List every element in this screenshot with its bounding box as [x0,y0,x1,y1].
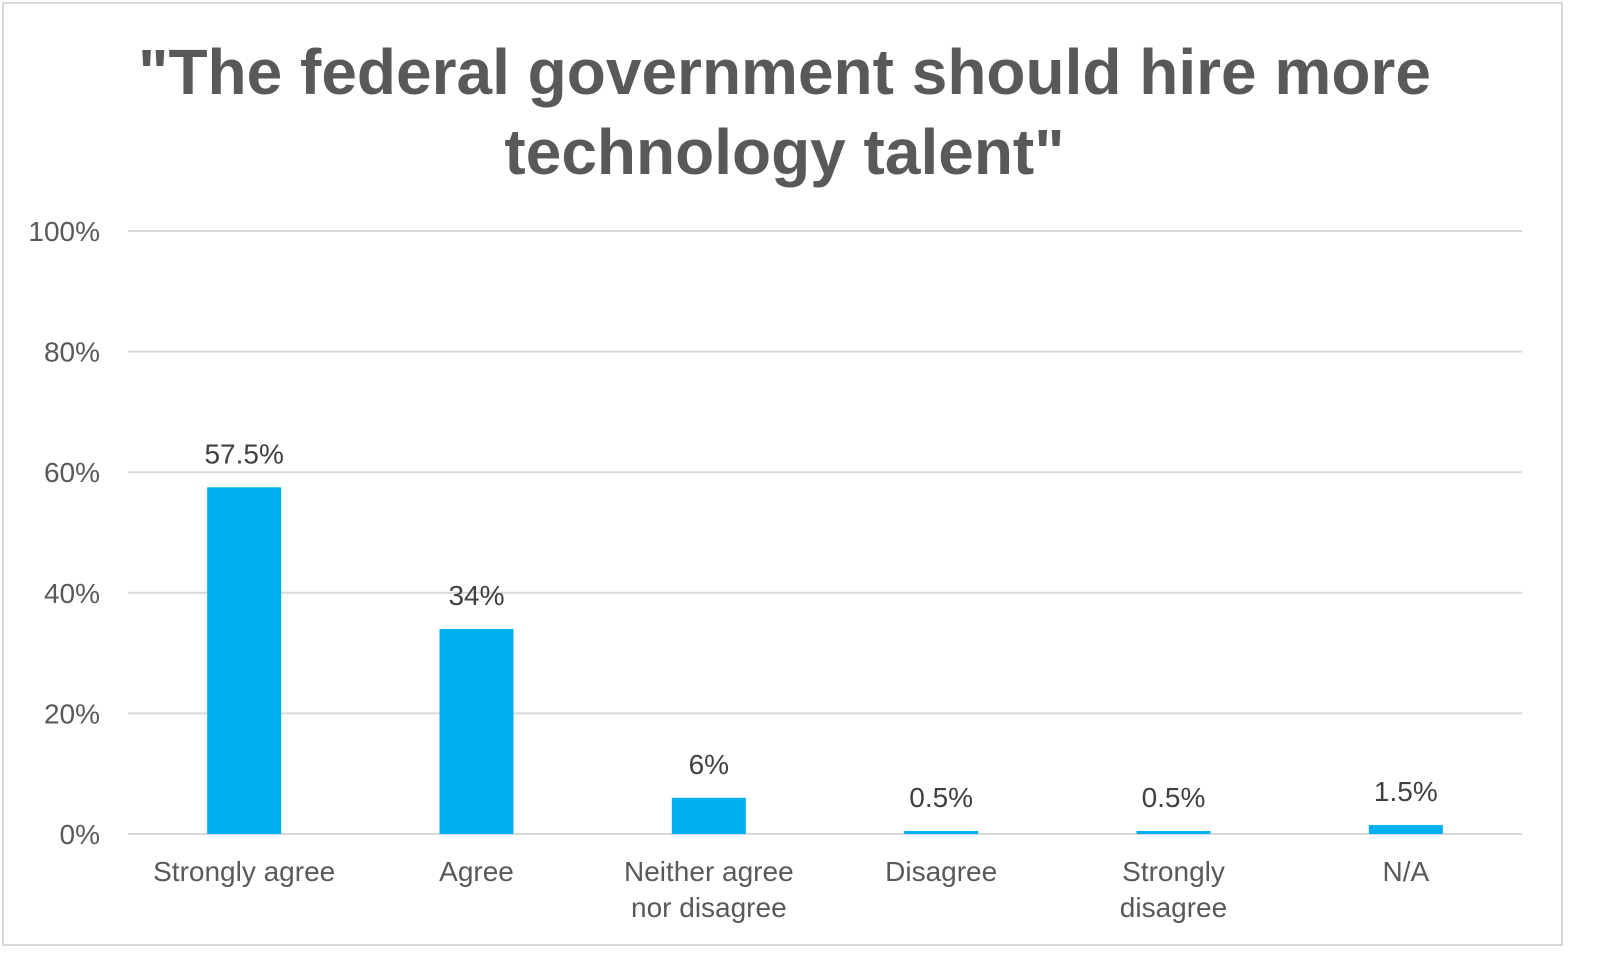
data-label: 34% [448,580,504,611]
data-label: 0.5% [1142,782,1206,813]
x-category-label-line: N/A [1382,856,1429,887]
x-category-label: Strongly disagree [1120,856,1227,923]
data-label: 1.5% [1374,776,1438,807]
y-tick-label: 40% [44,578,100,609]
y-tick-label: 0% [60,819,100,850]
x-category-label-line: disagree [1120,892,1227,923]
data-label: 0.5% [909,782,973,813]
x-category-label-line: Strongly agree [153,856,335,887]
bar [1368,824,1443,834]
y-tick-label: 20% [44,698,100,729]
x-category-label: Agree [439,856,514,887]
y-tick-label: 60% [44,457,100,488]
x-category-label: N/A [1382,856,1429,887]
chart-title: "The federal government should hire more… [138,36,1431,188]
x-category-label-line: Neither agree [624,856,794,887]
y-tick-label: 80% [44,337,100,368]
bar [904,830,979,834]
bar [207,487,282,834]
x-category-label-line: nor disagree [631,892,787,923]
x-category-label: Neither agree nor disagree [624,856,794,923]
x-category-label-line: Strongly [1122,856,1225,887]
bar [439,628,514,834]
bar [1136,830,1211,834]
x-category-label: Disagree [885,856,997,887]
x-category-label-line: Disagree [885,856,997,887]
bar [671,797,746,834]
x-category-label: Strongly agree [153,856,335,887]
data-label: 6% [689,749,729,780]
x-category-label-line: Agree [439,856,514,887]
data-label: 57.5% [204,438,283,469]
y-tick-label: 100% [28,216,100,247]
